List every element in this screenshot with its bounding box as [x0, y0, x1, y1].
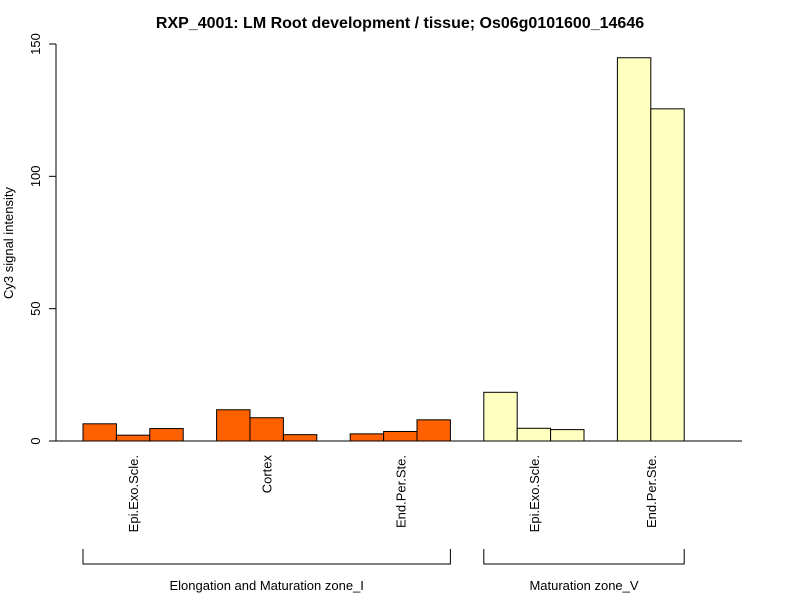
bar — [616, 57, 652, 442]
bar — [115, 434, 151, 442]
y-tick-label: 100 — [28, 165, 43, 187]
bar — [82, 423, 117, 442]
bar — [483, 391, 518, 442]
group-label: Maturation zone_V — [529, 578, 638, 593]
category-labels: Epi.Exo.Scle. Cortex End.Per.Ste. Epi.Exo.S… — [126, 455, 659, 533]
group-label: Elongation and Maturation zone_I — [169, 578, 363, 593]
y-tick-label: 0 — [28, 437, 43, 444]
group-bracket — [483, 549, 685, 565]
bar — [249, 417, 284, 442]
y-axis-label: Cy3 signal intensity — [1, 187, 16, 299]
bar — [349, 433, 385, 442]
category-label: Cortex — [260, 455, 275, 494]
y-tick-label: 150 — [28, 33, 43, 55]
bar — [282, 434, 318, 442]
y-axis: 0 50 100 150 — [28, 33, 57, 445]
y-tick-label: 50 — [28, 301, 43, 315]
bar — [216, 409, 251, 442]
bar — [383, 430, 418, 442]
bar — [650, 108, 685, 442]
group-bracket — [82, 549, 451, 565]
category-label: Epi.Exo.Scle. — [527, 455, 542, 532]
category-label: End.Per.Ste. — [393, 455, 408, 528]
group-brackets: Elongation and Maturation zone_I Maturati… — [82, 549, 685, 593]
bar — [416, 419, 451, 442]
bars — [82, 57, 685, 442]
bar — [149, 428, 184, 442]
bar — [550, 429, 585, 442]
bar — [516, 427, 552, 442]
chart-title: RXP_4001: LM Root development / tissue; … — [156, 15, 644, 32]
category-label: Epi.Exo.Scle. — [126, 455, 141, 532]
category-label: End.Per.Ste. — [644, 455, 659, 528]
